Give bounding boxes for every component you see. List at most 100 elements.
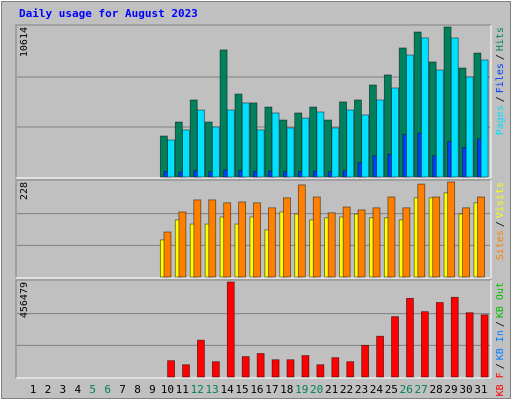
- bar: [316, 111, 325, 178]
- bar: [226, 109, 235, 178]
- bar: [327, 212, 336, 278]
- legend-separator: /: [495, 221, 506, 227]
- bar: [223, 202, 232, 278]
- bar: [174, 121, 183, 178]
- x-tick-label: 30: [459, 383, 472, 396]
- x-tick-label: 3: [60, 383, 67, 396]
- bar: [432, 196, 441, 278]
- bar: [480, 59, 489, 178]
- x-tick-label: 8: [134, 383, 141, 396]
- bar: [346, 361, 355, 378]
- bar: [241, 356, 250, 378]
- legend-entry: Hits: [495, 27, 506, 51]
- bar: [286, 359, 295, 378]
- y-tick-label: 456479: [19, 282, 30, 318]
- bar: [301, 355, 310, 378]
- legend-entry: Pages: [495, 105, 506, 135]
- bar: [435, 69, 444, 178]
- bar: [241, 102, 250, 178]
- bar: [324, 119, 333, 178]
- x-tick-label: 14: [220, 383, 234, 396]
- bar: [256, 129, 265, 178]
- bar: [193, 199, 202, 278]
- legend-separator: /: [495, 321, 506, 327]
- bar: [182, 129, 190, 178]
- x-tick-label: 25: [385, 383, 398, 396]
- bar: [219, 49, 228, 178]
- bar: [402, 207, 411, 278]
- bar: [309, 106, 318, 178]
- bar: [339, 101, 347, 178]
- bar: [477, 196, 485, 278]
- bar: [249, 102, 258, 178]
- bar: [271, 359, 280, 378]
- bar: [435, 302, 444, 378]
- bar: [159, 135, 168, 178]
- x-tick-label: 28: [429, 383, 442, 396]
- x-tick-label: 16: [250, 383, 263, 396]
- bar: [480, 314, 489, 378]
- bar: [361, 114, 370, 178]
- bar: [167, 360, 175, 378]
- bar: [331, 357, 340, 378]
- bar: [406, 54, 414, 178]
- chart-title: Daily usage for August 2023: [19, 7, 198, 20]
- bar: [420, 311, 429, 378]
- bar: [465, 312, 474, 378]
- bar: [372, 207, 381, 278]
- bar: [163, 231, 172, 278]
- legend-entry: Visits: [495, 182, 506, 218]
- bar: [226, 281, 235, 378]
- bar: [268, 207, 276, 278]
- bar: [376, 335, 384, 378]
- bar: [279, 119, 288, 178]
- legend: Pages / Files / Hits: [495, 27, 506, 135]
- bar: [189, 99, 198, 178]
- x-tick-label: 13: [206, 383, 219, 396]
- bar: [253, 202, 261, 278]
- x-tick-label: 9: [149, 383, 156, 396]
- legend-entry: KB F: [495, 372, 506, 396]
- legend-entry: KB Out: [495, 282, 506, 318]
- legend-entry: KB In: [495, 330, 506, 360]
- bar: [357, 209, 366, 278]
- bar: [208, 199, 217, 278]
- x-tick-label: 6: [104, 383, 111, 396]
- x-tick-label: 5: [89, 383, 96, 396]
- x-tick-label: 22: [340, 383, 353, 396]
- legend: KB F / KB In / KB Out: [495, 282, 506, 396]
- x-tick-label: 4: [74, 383, 81, 396]
- x-tick-label: 26: [400, 383, 413, 396]
- x-tick-label: 27: [415, 383, 428, 396]
- x-tick-label: 10: [161, 383, 174, 396]
- bar: [462, 207, 470, 278]
- bar: [316, 364, 325, 378]
- bar: [197, 109, 205, 178]
- y-tick-label: 228: [19, 182, 30, 200]
- bar: [297, 184, 306, 278]
- x-tick-label: 17: [265, 383, 278, 396]
- legend-separator: /: [495, 363, 506, 369]
- legend-separator: /: [495, 54, 506, 60]
- x-tick-label: 7: [119, 383, 126, 396]
- bar: [447, 181, 456, 278]
- bar: [387, 196, 396, 278]
- bar: [256, 353, 265, 378]
- bar: [197, 339, 205, 378]
- bar: [342, 206, 351, 278]
- x-tick-label: 19: [295, 383, 308, 396]
- bar: [301, 117, 310, 178]
- bar: [312, 196, 321, 278]
- x-tick-label: 31: [474, 383, 487, 396]
- bar: [465, 76, 474, 178]
- panel: [15, 279, 492, 379]
- bar: [391, 87, 399, 178]
- bar: [450, 296, 459, 378]
- x-tick-label: 1: [30, 383, 37, 396]
- x-tick-label: 12: [191, 383, 204, 396]
- bar: [406, 297, 414, 378]
- bar: [331, 127, 340, 178]
- bar: [167, 139, 175, 178]
- bar: [211, 361, 220, 378]
- x-tick-label: 23: [355, 383, 368, 396]
